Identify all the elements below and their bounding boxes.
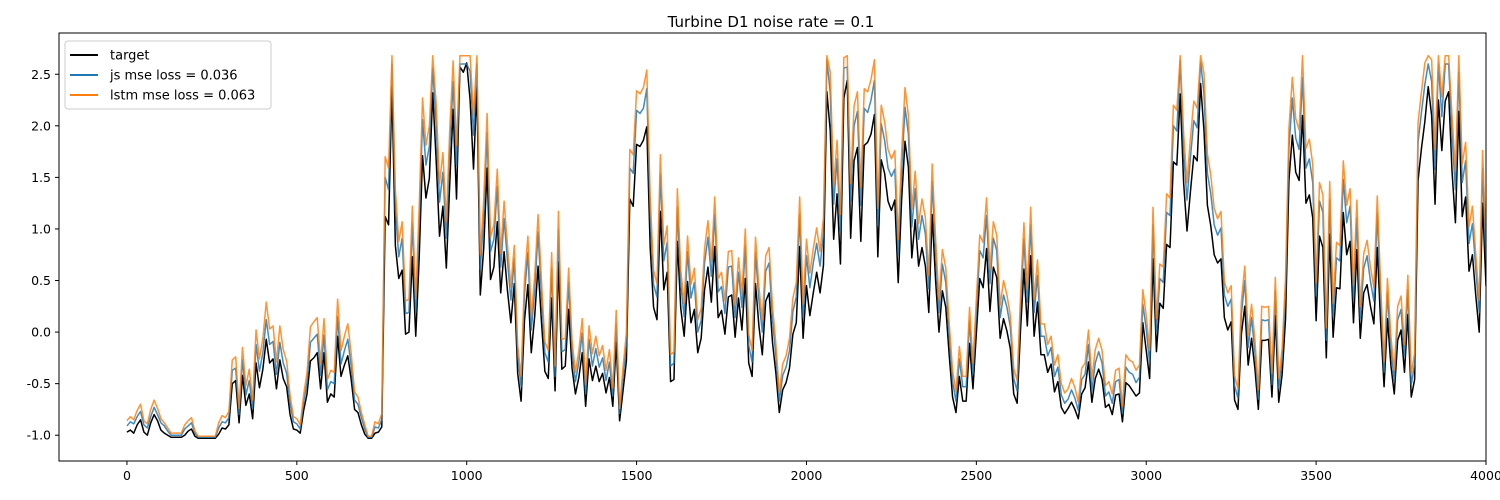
series-line-0	[126, 62, 1486, 440]
x-tick-label: 2500	[960, 468, 992, 483]
axes-frame	[58, 32, 1487, 462]
x-tick-label: 2000	[791, 468, 823, 483]
y-tick-label: 0.0	[31, 325, 51, 340]
legend-box	[64, 40, 272, 110]
y-tick-label: 0.5	[31, 273, 51, 288]
x-tick-label: 0	[123, 468, 131, 483]
y-axis: -1.0 -0.5 0.0 0.5 1.0 1.5 2.0 2.5	[27, 67, 59, 443]
y-tick-label: 2.5	[31, 67, 51, 82]
x-tick-label: 3500	[1300, 468, 1332, 483]
legend: target js mse loss = 0.036 lstm mse loss =…	[64, 40, 272, 110]
y-tick-label: 1.5	[31, 170, 51, 185]
series-lines	[126, 54, 1486, 440]
y-tick-label: -1.0	[27, 428, 51, 443]
plot-area: 0 500 1000 1500 2000 2500 3000 3500 4000 -1.0 -0.…	[27, 32, 1500, 483]
legend-entry: js mse loss = 0.036	[109, 69, 238, 84]
x-tick-label: 1500	[621, 468, 653, 483]
series-line-2	[126, 54, 1486, 437]
legend-entry: target	[110, 49, 150, 64]
legend-entry: lstm mse loss = 0.063	[110, 89, 255, 104]
y-tick-label: -0.5	[27, 376, 51, 391]
x-tick-label: 1000	[451, 468, 483, 483]
x-tick-label: 3000	[1130, 468, 1162, 483]
y-tick-label: 1.0	[31, 221, 51, 236]
chart-title: Turbine D1 noise rate = 0.1	[667, 13, 875, 31]
x-tick-label: 500	[285, 468, 309, 483]
y-tick-label: 2.0	[31, 118, 51, 133]
x-tick-label: 4000	[1470, 468, 1500, 483]
x-axis: 0 500 1000 1500 2000 2500 3000 3500 4000	[123, 461, 1500, 483]
